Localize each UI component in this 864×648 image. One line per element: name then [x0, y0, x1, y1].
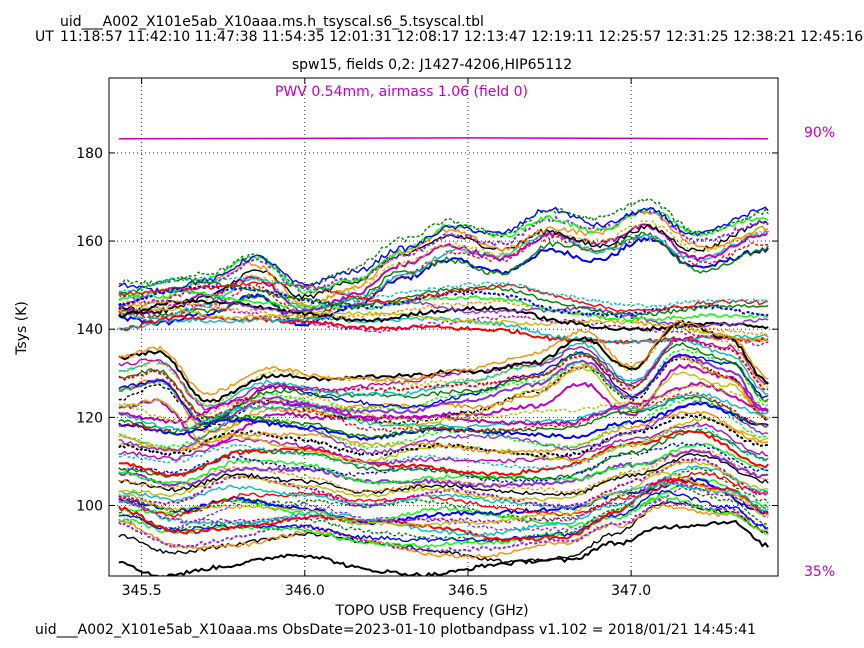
x-tick-label: 345.5: [122, 583, 162, 599]
tsys-series-line: [118, 425, 769, 470]
tsys-series-line: [118, 219, 769, 312]
tsys-series-line: [118, 229, 769, 323]
pct-low-label: 35%: [804, 564, 836, 580]
ut-time: 12:45:16: [800, 29, 864, 45]
tsys-series-line: [118, 430, 769, 478]
tsys-series-line: [118, 337, 769, 408]
tsys-series-line: [118, 441, 769, 486]
tsys-series-line: [118, 503, 769, 559]
tsys-series-line: [118, 319, 769, 396]
tsys-series-line: [118, 306, 769, 343]
ut-time: 12:01:31: [329, 29, 393, 45]
tsys-series-line: [118, 209, 769, 307]
tsys-series-line: [118, 287, 769, 328]
tsys-series-line: [118, 482, 769, 538]
tsys-series-line: [118, 401, 769, 442]
tsys-series-line: [118, 477, 769, 525]
y-tick-label: 180: [76, 146, 103, 162]
tsys-series-line: [118, 413, 769, 459]
footer-text: uid___A002_X101e5ab_X10aaa.ms ObsDate=20…: [35, 622, 756, 638]
tsys-series-line: [118, 323, 769, 408]
ut-time: 11:54:35: [261, 29, 325, 45]
ut-time: 11:42:10: [127, 29, 191, 45]
tsys-series-line: [118, 396, 769, 450]
ut-label: UT: [35, 29, 54, 45]
tsys-series-line: [118, 453, 769, 496]
y-tick-label: 160: [76, 234, 103, 250]
tsys-series-line: [118, 448, 769, 494]
tsys-series-line: [118, 353, 769, 426]
plot-frame: [108, 77, 779, 577]
tsys-series-line: [118, 351, 769, 424]
tsys-series-line: [118, 280, 769, 313]
tsys-series-line: [118, 383, 769, 424]
y-tick-label: 120: [76, 410, 103, 426]
tsys-series-line: [118, 481, 769, 543]
tsys-series-line: [118, 494, 769, 549]
tsys-series-line: [118, 365, 769, 442]
tsys-series-line: [118, 276, 769, 308]
tsys-series-line: [118, 198, 769, 290]
ut-time: 12:25:57: [598, 29, 662, 45]
x-axis-label: TOPO USB Frequency (GHz): [335, 603, 529, 619]
tsys-series-line: [118, 206, 769, 295]
ut-time: 12:31:25: [665, 29, 729, 45]
tsys-series-line: [118, 392, 769, 432]
tsys-series-line: [118, 355, 769, 428]
x-tick-label: 347.0: [611, 583, 651, 599]
atm-transmission-line: [118, 137, 769, 140]
y-tick-label: 100: [76, 498, 103, 514]
ut-time: 12:13:47: [463, 29, 527, 45]
tsys-series-line: [118, 470, 769, 528]
tsys-series-line: [118, 337, 769, 421]
pwv-annotation: PWV 0.54mm, airmass 1.06 (field 0): [275, 84, 529, 100]
tsys-series-line: [118, 498, 769, 553]
tsys-series-line: [118, 299, 769, 336]
tsys-series-line: [118, 277, 769, 318]
ut-time: 11:18:57: [60, 29, 123, 45]
ut-time: 12:19:11: [531, 29, 594, 45]
y-tick-label: 140: [76, 322, 103, 338]
tsys-series-line: [118, 391, 769, 434]
x-tick-label: 346.0: [285, 583, 325, 599]
table-name: uid___A002_X101e5ab_X10aaa.ms.h_tsyscal.…: [60, 14, 484, 30]
tsys-series-line: [118, 471, 769, 518]
pct-high-label: 90%: [804, 125, 836, 141]
tsys-series-line: [118, 520, 769, 576]
tsys-series-line: [118, 363, 769, 448]
tsys-series-line: [118, 284, 769, 318]
tsys-series-line: [118, 441, 769, 484]
chart-title: spw15, fields 0,2: J1427-4206,HIP65112: [291, 57, 573, 73]
tsys-series-line: [118, 208, 769, 305]
tsys-series-line: [118, 288, 769, 322]
ut-time: 11:47:38: [194, 29, 258, 45]
tsys-series-line: [118, 489, 769, 543]
tsys-series-line: [118, 465, 769, 510]
ut-time: 12:08:17: [396, 29, 460, 45]
tsys-series-line: [118, 421, 769, 465]
x-tick-label: 346.5: [448, 583, 488, 599]
ut-time: 12:38:21: [733, 29, 796, 45]
tsys-series-line: [118, 428, 769, 482]
tsys-series-line: [118, 399, 769, 455]
